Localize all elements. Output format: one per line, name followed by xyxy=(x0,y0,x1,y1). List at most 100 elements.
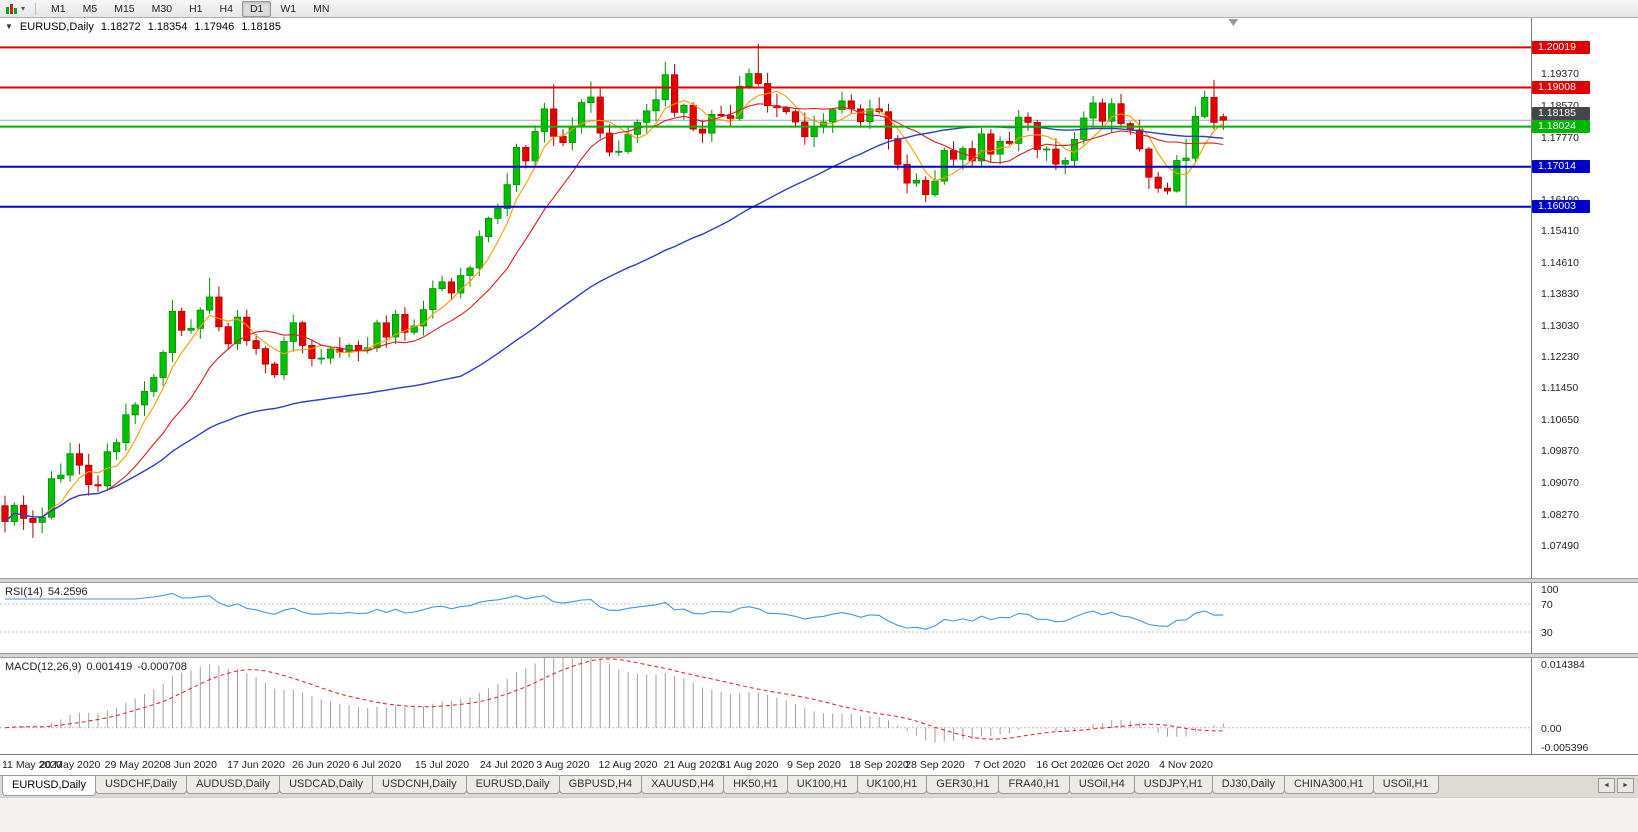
macd-histogram xyxy=(13,658,1224,743)
time-axis-label: 24 Jul 2020 xyxy=(479,759,535,771)
price-tick: 1.08270 xyxy=(1541,509,1579,521)
price-tick: 1.13030 xyxy=(1541,320,1579,332)
chart-type-caret-icon[interactable]: ▾ xyxy=(21,4,26,13)
candles-group xyxy=(1,43,1227,538)
time-axis-label: 3 Aug 2020 xyxy=(536,759,590,771)
status-strip xyxy=(0,797,1638,832)
time-axis-label: 21 Aug 2020 xyxy=(663,759,723,771)
chart-tab[interactable]: FRA40,H1 xyxy=(998,776,1070,794)
ma-5-line[interactable] xyxy=(4,90,1224,523)
chart-tab[interactable]: USDCNH,Daily xyxy=(372,776,467,794)
time-axis-label: 26 Jun 2020 xyxy=(292,759,350,771)
rsi-axis[interactable]: 100 70 30 xyxy=(1531,583,1637,653)
hline-price-label: 1.17014 xyxy=(1532,160,1590,173)
time-axis-label: 4 Nov 2020 xyxy=(1159,759,1213,771)
macd-axis[interactable]: 0.014384 0.00 -0.005396 xyxy=(1531,658,1637,754)
rsi-title: RSI(14) xyxy=(5,586,43,598)
time-axis-label: 7 Oct 2020 xyxy=(974,759,1026,771)
price-tick: 1.15410 xyxy=(1541,225,1579,237)
rsi-plot[interactable] xyxy=(0,583,1531,653)
toolbar-separator xyxy=(35,2,37,15)
timeframe-button-m5[interactable]: M5 xyxy=(82,2,98,15)
time-axis-label: 12 Aug 2020 xyxy=(598,759,658,771)
chart-tab[interactable]: USOil,H1 xyxy=(1372,776,1439,794)
main-chart-area[interactable]: ▼ EURUSD,Daily 1.18272 1.18354 1.17946 1… xyxy=(0,18,1531,578)
macd-signal-value: -0.000708 xyxy=(137,661,187,673)
chart-tab[interactable]: GBPUSD,H4 xyxy=(558,776,643,794)
timeframe-button-h4[interactable]: H4 xyxy=(219,2,233,15)
chart-close-value: 1.18185 xyxy=(241,21,281,33)
macd-panel: MACD(12,26,9) 0.001419 -0.000708 0.014384 0… xyxy=(0,658,1638,754)
ma-50-line[interactable] xyxy=(4,126,1224,523)
hline-price-label: 1.19008 xyxy=(1532,81,1590,94)
timeframe-button-mn[interactable]: MN xyxy=(313,2,330,15)
timeframe-button-h1[interactable]: H1 xyxy=(189,2,203,15)
time-axis-label: 26 Oct 2020 xyxy=(1092,759,1150,771)
hline-price-label: 1.20019 xyxy=(1532,41,1590,54)
price-tick: 1.07490 xyxy=(1541,540,1579,552)
price-axis[interactable]: 1.193701.185701.177701.161901.154101.146… xyxy=(1531,18,1637,578)
rsi-plot-area[interactable]: RSI(14) 54.2596 xyxy=(0,583,1531,653)
tab-scroll-left-button[interactable]: ◄ xyxy=(1598,778,1615,793)
macd-axis-tick: -0.005396 xyxy=(1541,742,1589,754)
main-chart-panel: ▼ EURUSD,Daily 1.18272 1.18354 1.17946 1… xyxy=(0,18,1638,578)
chart-shift-marker-icon[interactable] xyxy=(1228,19,1239,26)
time-axis-label: 28 Sep 2020 xyxy=(905,759,965,771)
candlestick-chart[interactable] xyxy=(0,18,1531,578)
price-tick: 1.09070 xyxy=(1541,477,1579,489)
chart-low-value: 1.17946 xyxy=(194,21,235,33)
chart-tab[interactable]: UK100,H1 xyxy=(786,776,858,794)
timeframe-button-d1[interactable]: D1 xyxy=(241,0,272,17)
macd-label: MACD(12,26,9) 0.001419 -0.000708 xyxy=(5,661,192,673)
chart-tab[interactable]: USDJPY,H1 xyxy=(1133,776,1213,794)
chart-tab[interactable]: XAUUSD,H4 xyxy=(641,776,725,794)
timeframe-button-m30[interactable]: M30 xyxy=(151,2,173,15)
price-tick: 1.11450 xyxy=(1541,382,1579,394)
chart-header: ▼ EURUSD,Daily 1.18272 1.18354 1.17946 1… xyxy=(5,21,281,33)
time-axis[interactable]: 11 May 2020 20 May 2020 29 May 2020 8 Jun 2… xyxy=(0,754,1638,775)
price-tick: 1.10650 xyxy=(1541,414,1579,426)
timeframe-button-m15[interactable]: M15 xyxy=(114,2,135,15)
chart-tab[interactable]: CHINA300,H1 xyxy=(1283,776,1374,794)
tab-scroll-right-button[interactable]: ► xyxy=(1617,778,1634,793)
chart-tab[interactable]: USOil,H4 xyxy=(1068,776,1135,794)
ma-12-line[interactable] xyxy=(4,103,1224,523)
chart-tab[interactable]: AUDUSD,Daily xyxy=(186,776,281,794)
chart-tab[interactable]: UK100,H1 xyxy=(856,776,928,794)
price-tick: 1.19370 xyxy=(1541,68,1579,80)
macd-plot[interactable] xyxy=(0,658,1531,754)
rsi-axis-tick: 70 xyxy=(1541,599,1553,611)
rsi-axis-tick: 30 xyxy=(1541,627,1553,639)
chart-tab[interactable]: GER30,H1 xyxy=(926,776,1000,794)
time-axis-label: 9 Sep 2020 xyxy=(787,759,841,771)
time-axis-label: 29 May 2020 xyxy=(104,759,166,771)
tab-scroll-arrows: ◄ ► xyxy=(1594,776,1638,793)
chart-tab[interactable]: USDCAD,Daily xyxy=(279,776,374,794)
time-axis-label: 16 Oct 2020 xyxy=(1036,759,1094,771)
time-axis-label: 17 Jun 2020 xyxy=(227,759,285,771)
chart-menu-caret-icon[interactable]: ▼ xyxy=(5,22,13,31)
macd-plot-area[interactable]: MACD(12,26,9) 0.001419 -0.000708 xyxy=(0,658,1531,754)
timeframe-button-m1[interactable]: M1 xyxy=(51,2,66,15)
chart-tab[interactable]: HK50,H1 xyxy=(723,776,788,794)
price-tick: 1.12230 xyxy=(1541,351,1579,363)
chart-tab-bar: EURUSD,Daily USDCHF,Daily AUDUSD,Daily USDC… xyxy=(0,775,1638,797)
hline-price-label: 1.18024 xyxy=(1532,120,1590,133)
panel-splitter[interactable] xyxy=(0,578,1638,583)
timeframe-button-w1[interactable]: W1 xyxy=(280,2,297,15)
macd-title: MACD(12,26,9) xyxy=(5,661,82,673)
panel-splitter[interactable] xyxy=(0,653,1638,658)
macd-axis-tick: 0.00 xyxy=(1541,723,1562,735)
chart-tab[interactable]: DJ30,Daily xyxy=(1211,776,1285,794)
macd-signal-line xyxy=(4,658,1224,740)
chart-tab[interactable]: USDCHF,Daily xyxy=(94,776,188,794)
chart-type-icon[interactable] xyxy=(6,3,17,14)
rsi-axis-tick: 100 xyxy=(1541,584,1559,596)
rsi-line xyxy=(5,592,1224,630)
price-tick: 1.13830 xyxy=(1541,288,1579,300)
rsi-value: 54.2596 xyxy=(47,586,88,598)
chart-tab[interactable]: EURUSD,Daily xyxy=(2,776,96,796)
chart-tab[interactable]: EURUSD,Daily xyxy=(465,776,560,794)
time-axis-label: 15 Jul 2020 xyxy=(414,759,470,771)
